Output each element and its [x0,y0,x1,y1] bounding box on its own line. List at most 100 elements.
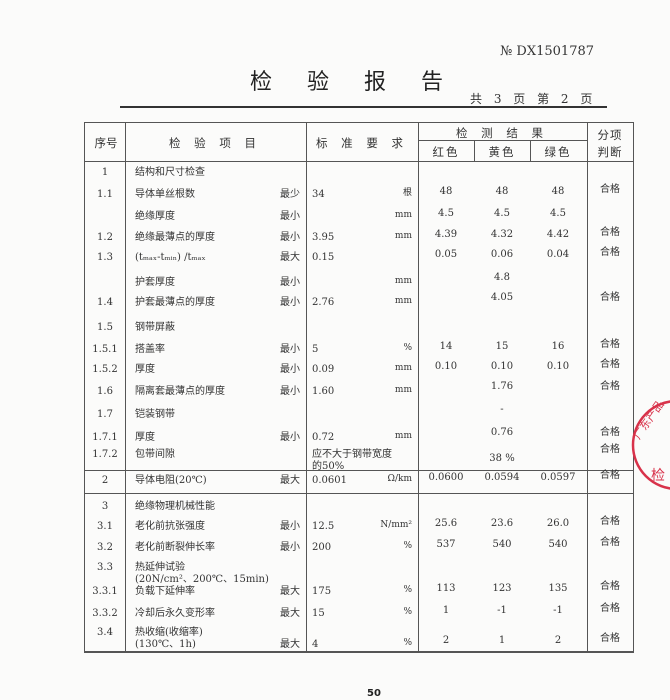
col-header-verdict: 分项 [597,128,623,142]
row-number: 3.3.2 [92,608,118,619]
row-standard: 2.76 [312,297,335,308]
row-verdict: 合格 [600,339,620,350]
col-header-red: 红色 [432,145,460,159]
table-header-bottom [84,161,634,162]
row-qualifier: 最小 [280,364,300,375]
result-green: 135 [548,583,568,594]
result-red: 113 [436,583,456,594]
result-merged: 0.76 [490,427,514,438]
row-item: 热延伸试验 [135,562,185,573]
row-verdict: 合格 [600,427,620,438]
row-qualifier: 最少 [280,189,300,200]
row-qualifier: 最大 [280,586,300,597]
row-unit: mm [394,431,412,441]
row-unit: % [403,638,412,648]
row-number: 3.4 [97,627,113,638]
row-qualifier: 最小 [280,232,300,243]
row-standard: 1.60 [312,386,335,397]
row-item: 隔离套最薄点的厚度 [135,386,225,397]
row-item: 导体单丝根数 [135,189,195,200]
row-standard: 12.5 [312,521,335,532]
row-qualifier: 最小 [280,344,300,355]
result-yellow: 23.6 [490,518,514,529]
col-header-no: 序号 [94,136,118,150]
row-qualifier: 最小 [280,432,300,443]
col-divider [418,122,419,652]
stamp-lettering: 检 [651,468,665,484]
result-yellow: 0.0594 [484,472,520,483]
row-standard: 5 [312,344,319,355]
row-standard: 0.09 [312,364,335,375]
row-item: 绝缘物理机械性能 [135,501,215,512]
row-qualifier: 最小 [280,521,300,532]
result-yellow: 540 [492,539,512,550]
result-green: 2 [554,635,562,646]
table-border-bottom [84,651,634,653]
row-verdict: 合格 [600,227,620,238]
row-standard-cont: 的50% [312,461,345,472]
result-red: 14 [439,341,453,352]
row-number: 1.7.2 [92,449,118,460]
row-item: 厚度 [135,364,155,375]
row-standard: 200 [312,542,332,553]
result-green: 4.42 [546,229,570,240]
result-yellow: 48 [495,186,509,197]
row-verdict: 合格 [600,184,620,195]
row-item: 绝缘厚度 [135,211,175,222]
result-merged: 4.8 [494,272,510,283]
report-title: 检 验 报 告 [250,70,457,95]
row-unit: mm [394,210,412,220]
result-yellow: 123 [492,583,512,594]
row-unit: mm [394,385,412,395]
result-red: 1 [442,605,450,616]
result-green: 26.0 [546,518,570,529]
row-unit: mm [394,276,412,286]
col-header-verdict: 判断 [597,145,623,159]
result-yellow: 4.32 [490,229,514,240]
row-unit: mm [394,296,412,306]
col-header-item: 检 验 项 目 [169,136,261,150]
row-verdict: 合格 [600,359,620,370]
result-yellow: 4.5 [494,208,510,219]
row-item: 热收缩(收缩率) [135,627,203,638]
row-qualifier: 最小 [280,211,300,222]
row-verdict: 合格 [600,537,620,548]
row-unit: % [403,607,412,617]
row-unit: Ω/km [387,474,412,484]
row-number: 1.7.1 [92,432,118,443]
result-red: 25.6 [434,518,458,529]
result-green: 16 [551,341,565,352]
row-verdict: 合格 [600,633,620,644]
row-verdict: 合格 [600,444,620,455]
result-green: -1 [553,605,563,616]
row-item: 绝缘最薄点的厚度 [135,232,215,243]
row-qualifier: 最大 [280,252,300,263]
row-verdict: 合格 [600,470,620,481]
row-number: 3.3 [97,562,113,573]
result-yellow: -1 [497,605,507,616]
row-number: 3.3.1 [92,586,118,597]
row-verdict: 合格 [600,381,620,392]
result-red: 48 [439,186,453,197]
row-unit: mm [394,231,412,241]
row-number: 1.5.2 [92,364,118,375]
result-red: 2 [442,635,450,646]
row-unit: % [403,343,412,353]
col-divider [587,122,588,652]
row-item: 厚度 [135,432,155,443]
result-merged: 38 % [489,453,515,464]
row-number: 1.4 [97,297,113,308]
row-item: 结构和尺寸检查 [135,167,205,178]
row-number: 1.3 [97,252,113,263]
result-green: 4.5 [550,208,566,219]
row-rule [84,470,634,471]
header-sub-rule [418,140,587,141]
result-green: 0.10 [546,361,570,372]
row-number: 2 [101,475,109,486]
result-yellow: 0.10 [490,361,514,372]
row-standard: 15 [312,608,325,619]
row-qualifier: 最大 [280,475,300,486]
row-unit: N/mm² [380,520,412,530]
row-number: 1.6 [97,386,113,397]
row-standard: 3.95 [312,232,335,243]
